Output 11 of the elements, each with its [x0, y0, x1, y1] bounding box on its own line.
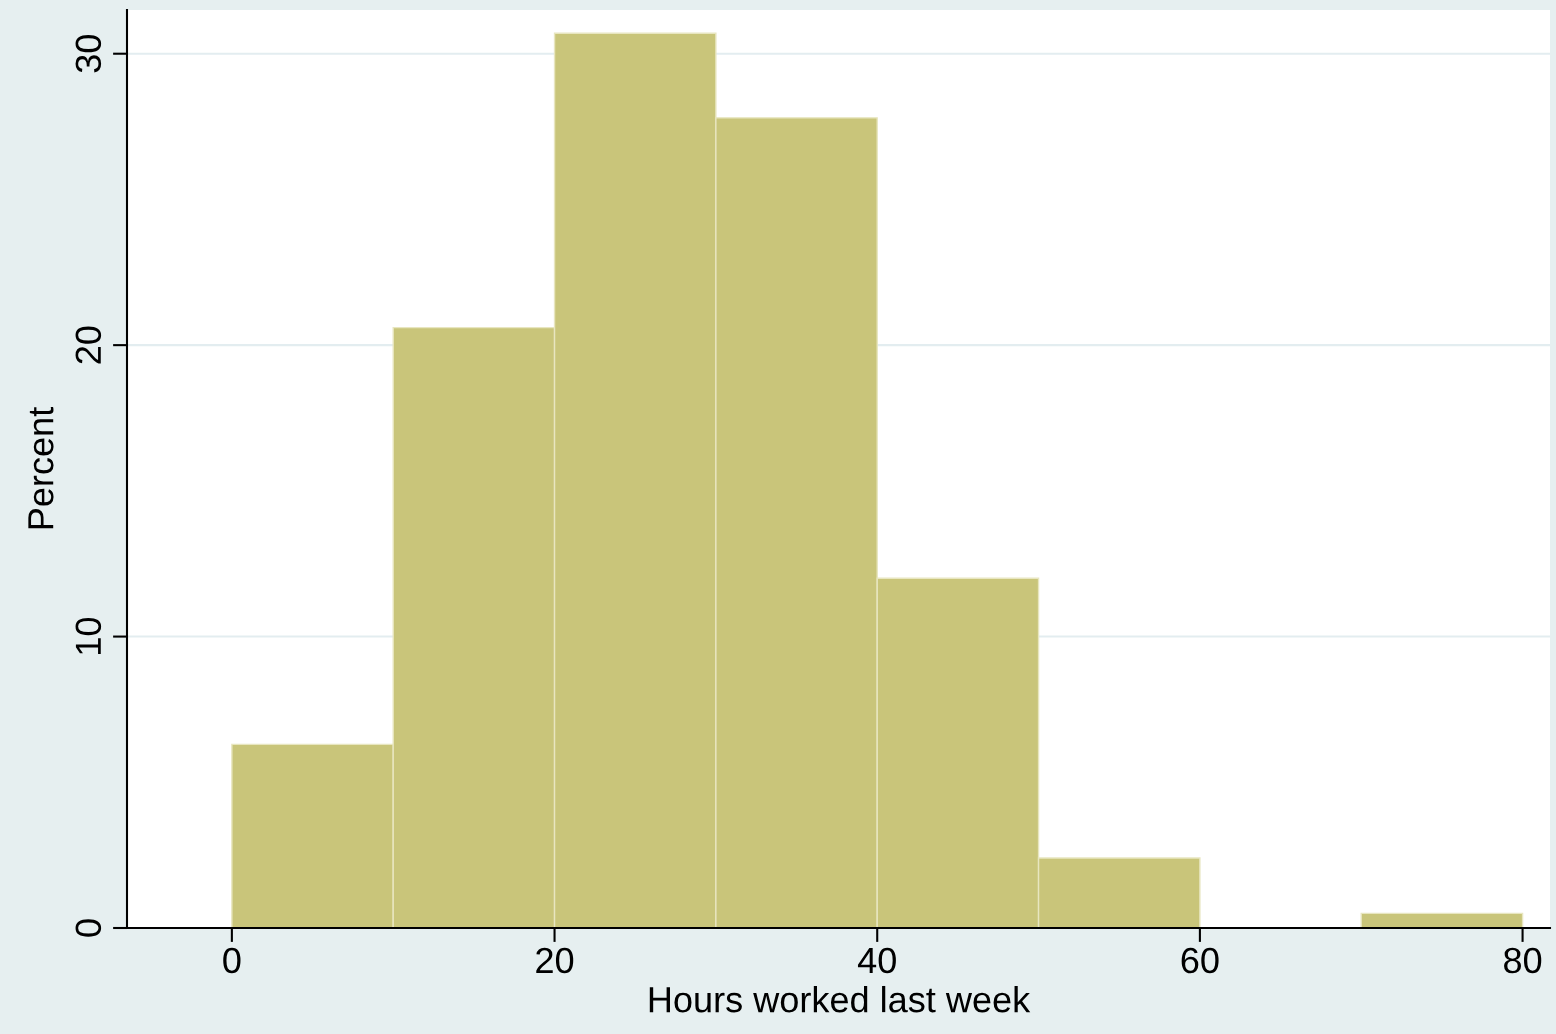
x-tick-label: 20	[536, 947, 574, 974]
x-tick-label: 0	[223, 947, 241, 974]
x-tick-label: 60	[1181, 947, 1219, 974]
y-tick-label: 30	[75, 35, 102, 73]
y-tick-label: 10	[75, 617, 102, 654]
x-tick-label: 40	[857, 947, 896, 974]
y-axis-title: Percent	[28, 407, 54, 529]
y-tick-label: 0	[75, 919, 102, 937]
y-tick-label: 20	[75, 326, 102, 364]
x-tick-label: 80	[1504, 947, 1542, 974]
x-axis-title: Hours worked last week	[649, 985, 1031, 1013]
